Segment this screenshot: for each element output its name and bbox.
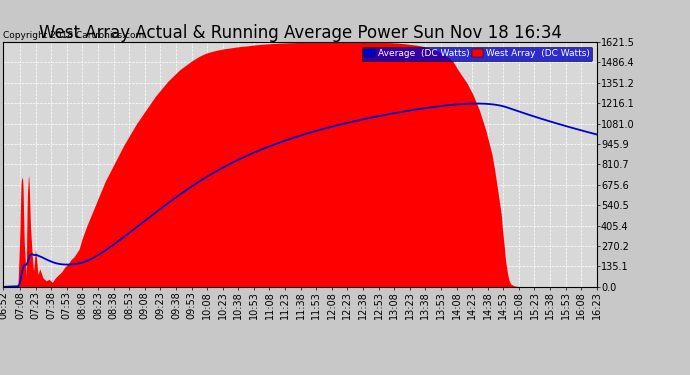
Title: West Array Actual & Running Average Power Sun Nov 18 16:34: West Array Actual & Running Average Powe… [39,24,562,42]
Legend: Average  (DC Watts), West Array  (DC Watts): Average (DC Watts), West Array (DC Watts… [362,46,592,61]
Text: Copyright 2018 Cartronics.com: Copyright 2018 Cartronics.com [3,30,145,39]
